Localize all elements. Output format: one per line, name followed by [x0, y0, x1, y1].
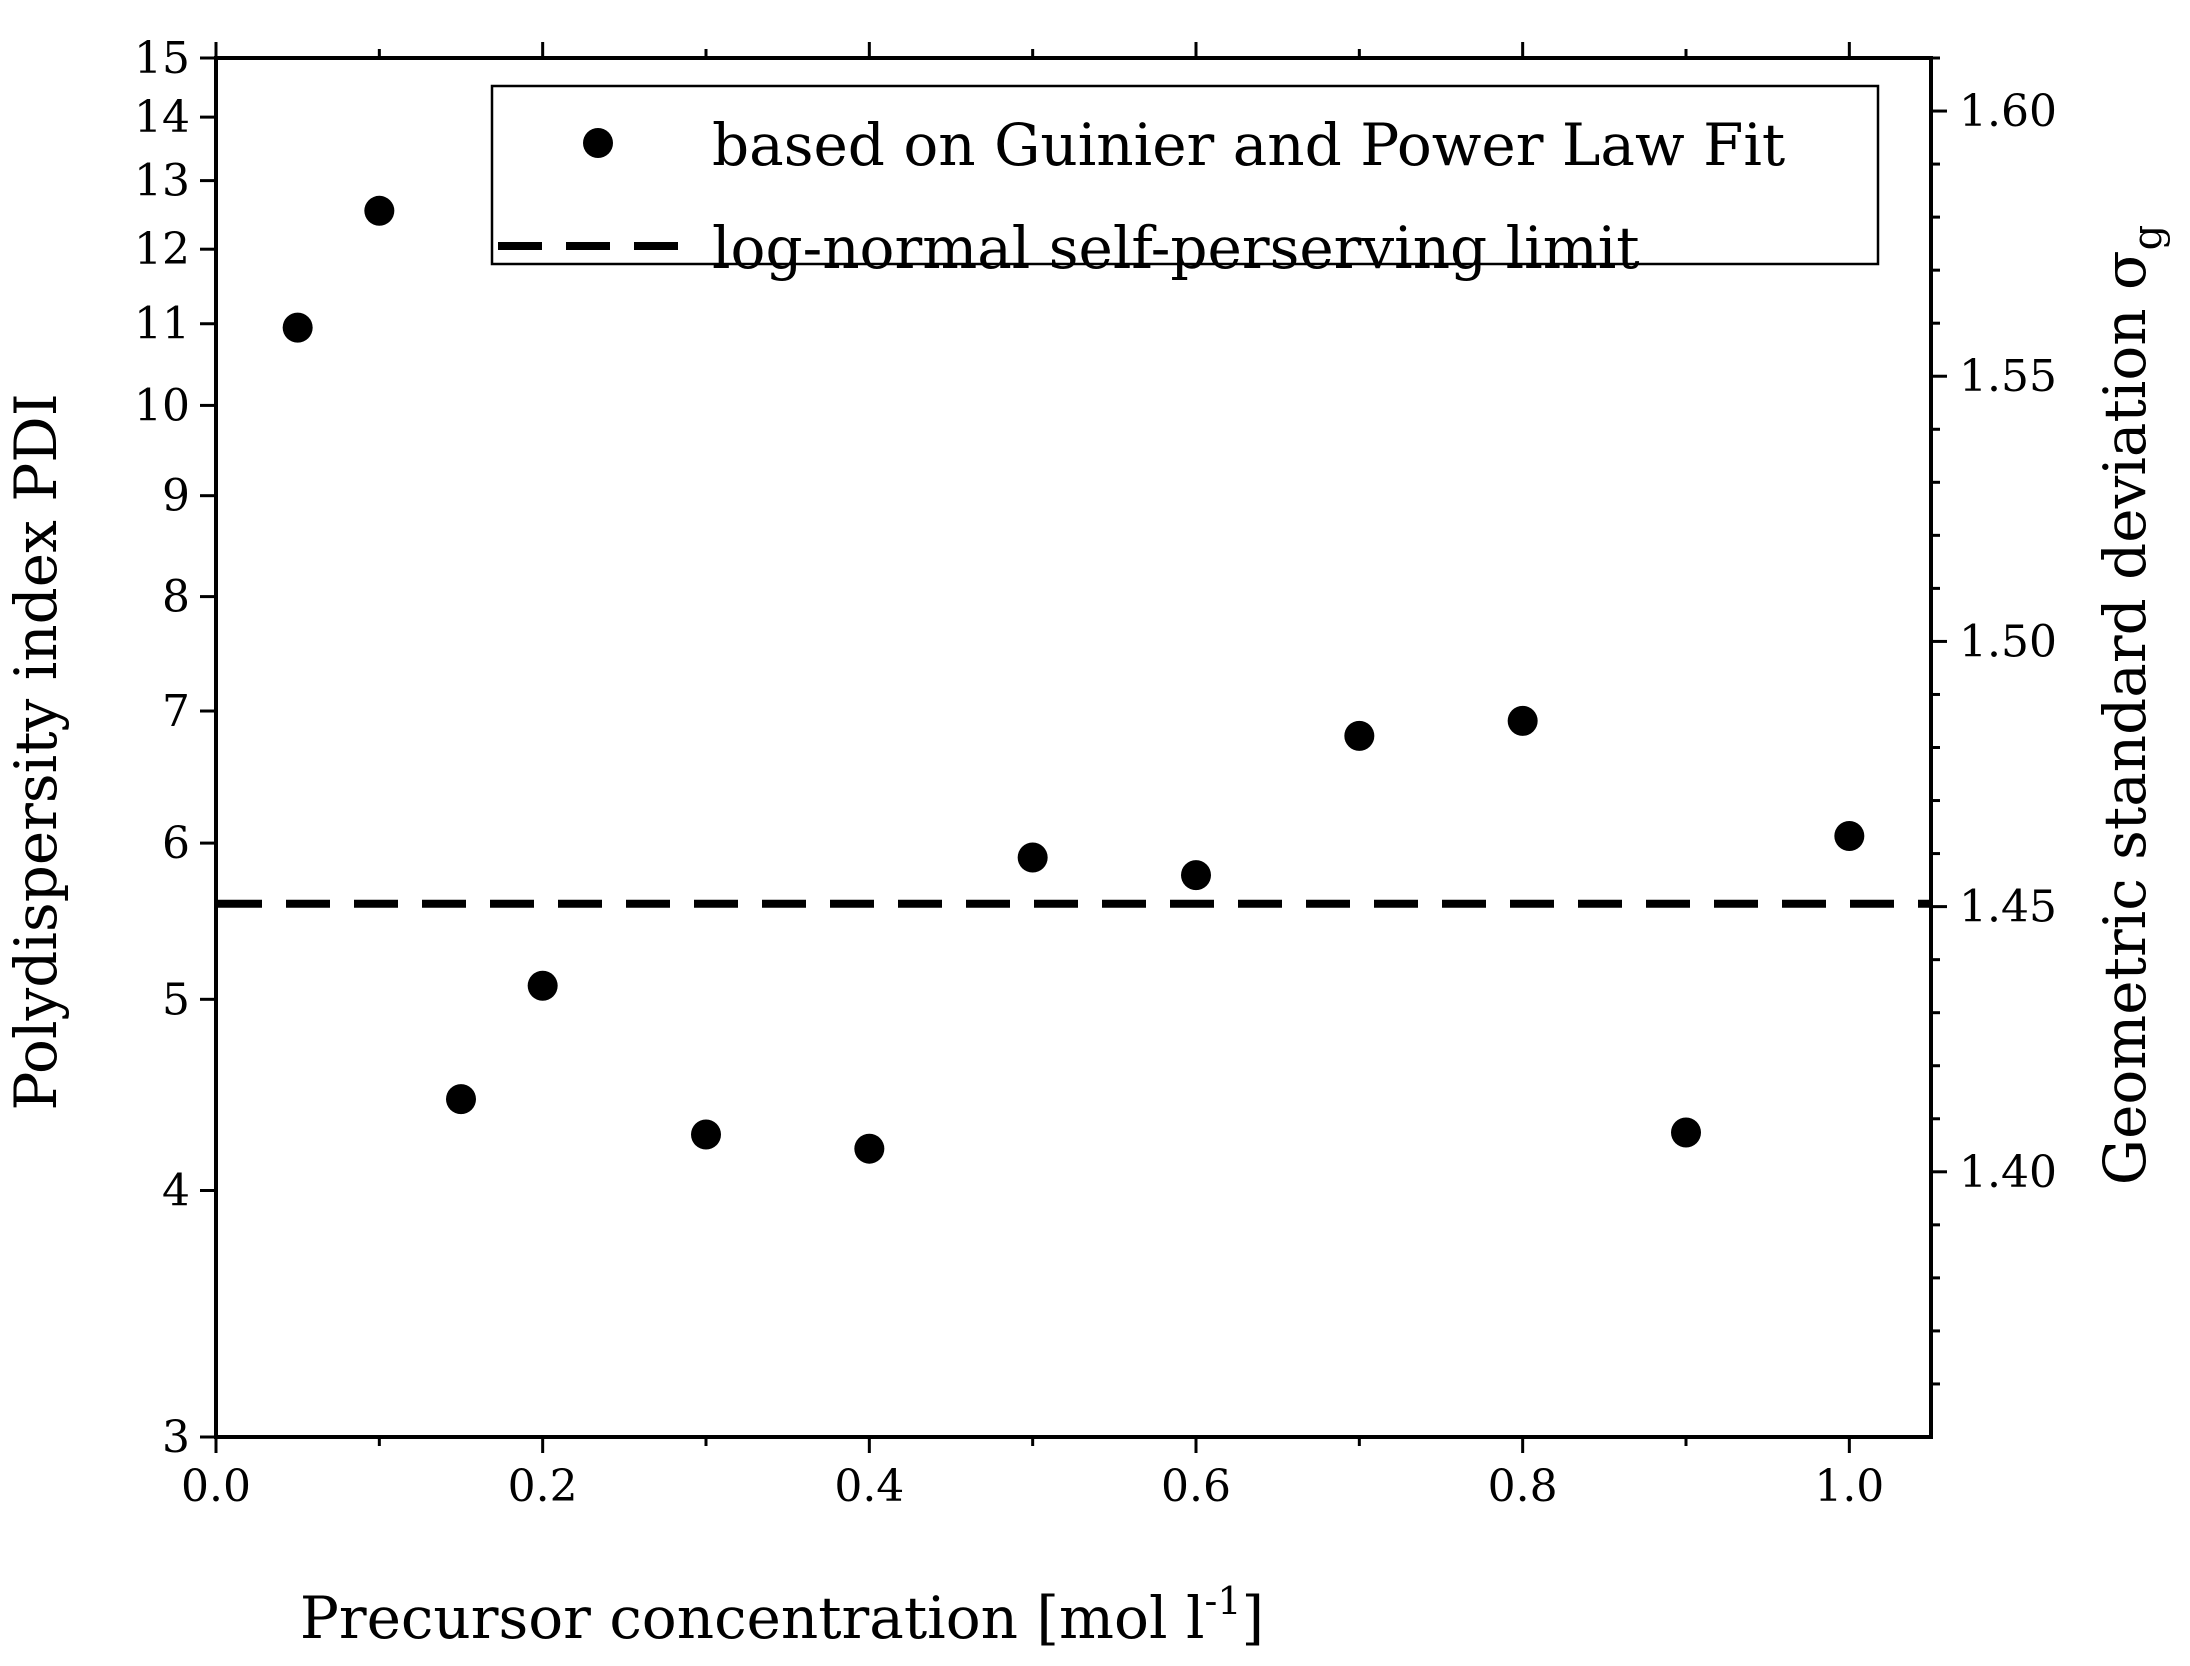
legend-marker-points	[583, 128, 613, 158]
y-left-tick-label: 14	[134, 92, 190, 143]
x-tick-label: 0.4	[834, 1461, 904, 1512]
y-left-axis-title: Polydispersity index PDI	[2, 393, 70, 1110]
legend-label-dashed: log-normal self-perserving limit	[712, 214, 1640, 282]
y-left-tick-label: 9	[162, 471, 190, 522]
y-right-tick-label: 1.40	[1959, 1147, 2057, 1198]
x-tick-label: 0.2	[508, 1461, 578, 1512]
data-point	[1671, 1117, 1701, 1148]
y-left-tick-label: 12	[134, 224, 190, 275]
x-tick-label: 1.0	[1814, 1461, 1884, 1512]
y-left-tick-label: 13	[134, 156, 190, 207]
data-point	[446, 1084, 476, 1115]
x-tick-label: 0.8	[1488, 1461, 1558, 1512]
data-point	[691, 1119, 721, 1150]
y-left-tick-label: 7	[162, 686, 190, 737]
y-left-tick-label: 11	[134, 299, 190, 350]
data-point	[527, 970, 558, 1001]
y-right-axis-title: Geometric standard deviation σg	[2091, 225, 2171, 1186]
y-left-tick-label: 6	[162, 818, 190, 869]
x-axis-title: Precursor concentration [mol l-1]	[300, 1579, 1264, 1652]
x-axis-ticks: 0.0 0.2 0.4 0.6 0.8 1.0	[181, 42, 1884, 1512]
data-point	[364, 195, 395, 226]
legend: based on Guinier and Power Law Fit log-n…	[490, 84, 1880, 282]
y-left-tick-label: 5	[162, 974, 190, 1025]
y-right-tick-label: 1.60	[1959, 86, 2057, 137]
y-left-tick-label: 15	[134, 33, 190, 84]
y-right-axis-ticks: 1.40 1.45 1.50 1.55 1.60	[1931, 56, 2057, 1386]
y-left-tick-label: 4	[162, 1166, 190, 1217]
y-right-tick-label: 1.45	[1959, 882, 2057, 933]
series-layer	[218, 195, 1929, 1164]
data-point	[282, 312, 313, 343]
x-tick-label: 0.0	[181, 1461, 251, 1512]
data-point	[1017, 842, 1048, 873]
data-point	[1181, 860, 1211, 891]
legend-box	[490, 84, 1880, 266]
legend-label-points: based on Guinier and Power Law Fit	[712, 111, 1785, 179]
y-right-tick-label: 1.50	[1959, 616, 2057, 667]
y-right-tick-label: 1.55	[1959, 351, 2057, 402]
y-left-tick-label: 10	[134, 380, 190, 431]
y-left-tick-label: 3	[162, 1412, 190, 1463]
x-tick-label: 0.6	[1161, 1461, 1231, 1512]
data-point	[1507, 705, 1538, 736]
y-left-axis-ticks: 3 4 5 6 7 8 9 10 11 12 13 14 15	[134, 33, 216, 1463]
y-left-tick-label: 8	[162, 572, 190, 623]
data-point	[854, 1133, 885, 1164]
data-point	[1344, 720, 1375, 751]
data-point	[1834, 820, 1865, 851]
